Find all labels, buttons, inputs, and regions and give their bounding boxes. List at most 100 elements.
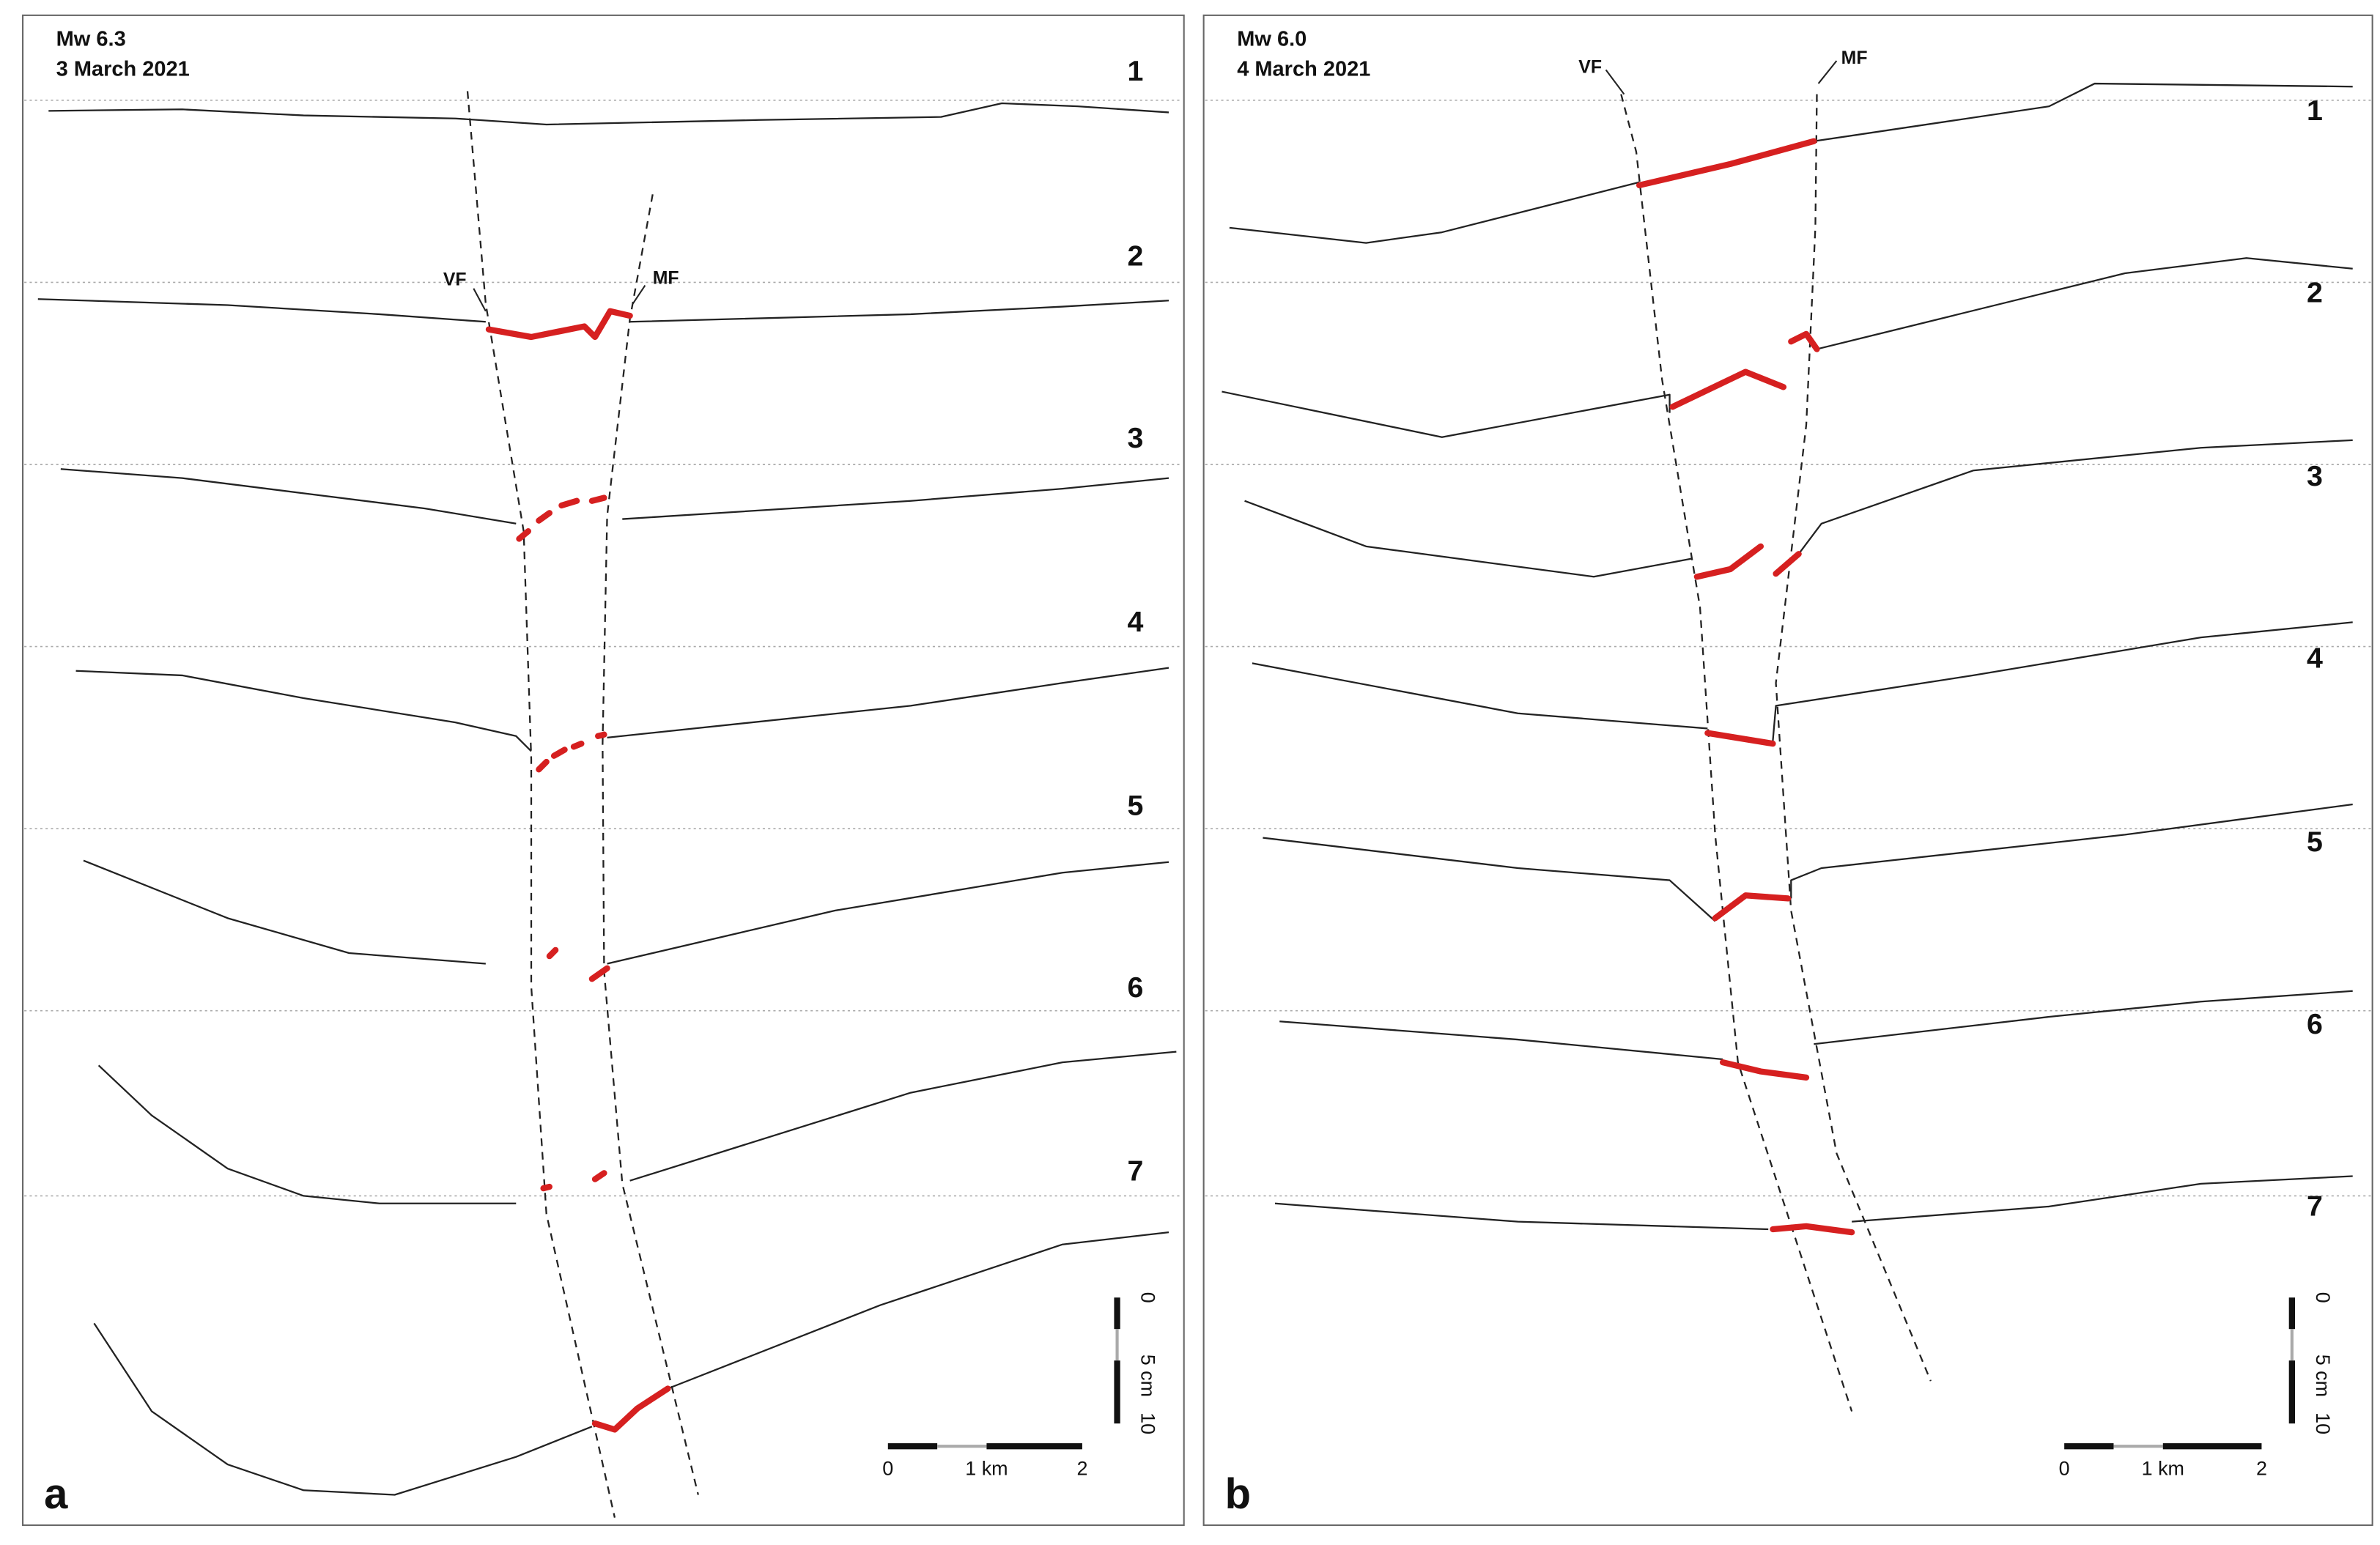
rupture-offset <box>588 965 610 982</box>
profile-number: 5 <box>1127 790 1143 822</box>
fault-label: MF <box>653 269 679 289</box>
rupture-offset <box>558 497 580 509</box>
profile-number: 5 <box>2307 826 2323 858</box>
fault-trace <box>1620 94 1853 1412</box>
profile-number: 6 <box>1127 971 1143 1004</box>
rupture-offset <box>1788 330 1820 352</box>
rupture-offset <box>540 1183 552 1192</box>
profile-line <box>93 1322 593 1496</box>
profile-line <box>1797 439 2353 555</box>
profile-number: 1 <box>2307 95 2323 127</box>
profile-line <box>83 859 486 965</box>
scale-label: 0 <box>2312 1292 2334 1303</box>
scale-label: 10 <box>2312 1412 2334 1434</box>
profile-number: 3 <box>2307 460 2323 492</box>
scale-bar <box>1115 1329 1119 1361</box>
scale-bar <box>2064 1443 2114 1450</box>
profile-line <box>1852 1175 2353 1223</box>
profile-line <box>1817 257 2353 350</box>
rupture-offset <box>1712 892 1792 922</box>
scale-bar <box>2113 1445 2163 1448</box>
event-date: 4 March 2021 <box>1237 58 1370 81</box>
scale-bar <box>1114 1297 1120 1330</box>
rupture-offset <box>485 308 633 341</box>
rupture-offset <box>1693 543 1764 580</box>
scale-label: 5 cm <box>2312 1355 2334 1397</box>
profile-line <box>37 298 486 323</box>
profile-line <box>1263 837 1716 922</box>
arrow <box>1817 60 1838 84</box>
rupture-offset <box>1719 1059 1810 1081</box>
scale-bar <box>2288 1360 2295 1424</box>
profile-line <box>48 102 1169 126</box>
scale-bar <box>2162 1443 2262 1450</box>
scale-bar <box>887 1443 938 1450</box>
profile-line <box>607 667 1169 738</box>
profile-line <box>622 477 1169 520</box>
rupture-offset <box>536 510 552 524</box>
scale-label: 0 <box>882 1458 893 1480</box>
profile-number: 1 <box>1127 55 1143 87</box>
rupture-offset <box>1669 368 1787 410</box>
scale-bar <box>1114 1360 1120 1424</box>
rupture-offset <box>595 731 607 739</box>
profile-line <box>97 1064 517 1204</box>
rupture-offset <box>1770 1223 1855 1236</box>
rupture-offset <box>536 758 550 773</box>
profile-line <box>1244 500 1693 578</box>
rupture-offset <box>1773 551 1802 577</box>
profile-line <box>75 670 532 752</box>
profile-line <box>629 1051 1177 1182</box>
profile-number: 2 <box>2307 276 2323 308</box>
scale-label: 10 <box>1137 1412 1159 1434</box>
profile-line <box>1229 181 1640 244</box>
scale-label: 0 <box>2059 1458 2070 1480</box>
fault-label: VF <box>443 270 467 290</box>
rupture-offset <box>516 528 531 542</box>
fault-trace <box>1775 94 1932 1382</box>
scale-bar <box>2290 1329 2294 1361</box>
scale-bar <box>937 1445 987 1448</box>
profile-number: 3 <box>1127 422 1143 454</box>
profile-number: 7 <box>1127 1155 1143 1188</box>
scale-label: 0 <box>1137 1292 1159 1303</box>
profile-number: 4 <box>2307 642 2323 675</box>
profile-number: 7 <box>2307 1190 2323 1222</box>
rupture-offset <box>1704 730 1776 747</box>
profile-line <box>1790 803 2353 899</box>
magnitude: Mw 6.0 <box>1237 27 1307 51</box>
scale-label: 1 km <box>965 1458 1008 1480</box>
scale-label: 5 cm <box>1137 1355 1159 1397</box>
profile-line <box>1252 662 1708 730</box>
profile-number: 6 <box>2307 1008 2323 1040</box>
magnitude: Mw 6.3 <box>56 27 126 51</box>
profile-line <box>60 468 517 525</box>
fault-trace <box>602 194 699 1495</box>
panel-label: b <box>1225 1470 1251 1518</box>
panel-label: a <box>44 1470 68 1518</box>
arrow <box>632 284 646 305</box>
arrow <box>1605 69 1625 95</box>
fault-label: VF <box>1578 58 1602 78</box>
profile-line <box>1279 1020 1723 1061</box>
profile-line <box>607 861 1169 965</box>
profile-line <box>1274 1202 1769 1231</box>
profile-line <box>1814 990 2353 1045</box>
scale-bar <box>2288 1297 2295 1330</box>
profile-line <box>668 1231 1169 1390</box>
profile-line <box>1772 621 2353 741</box>
rupture-offset <box>591 1385 671 1433</box>
event-date: 3 March 2021 <box>56 58 190 81</box>
profile-line <box>629 300 1169 323</box>
scale-label: 2 <box>2256 1458 2267 1480</box>
profile-number: 4 <box>1127 606 1143 638</box>
rupture-offset <box>591 1170 607 1182</box>
scale-label: 2 <box>1076 1458 1087 1480</box>
arrow <box>473 288 487 312</box>
rupture-offset <box>1636 138 1817 189</box>
scale-label: 1 km <box>2142 1458 2184 1480</box>
rupture-offset <box>570 741 585 750</box>
profile-line <box>1222 390 1671 438</box>
rupture-offset <box>550 746 568 759</box>
